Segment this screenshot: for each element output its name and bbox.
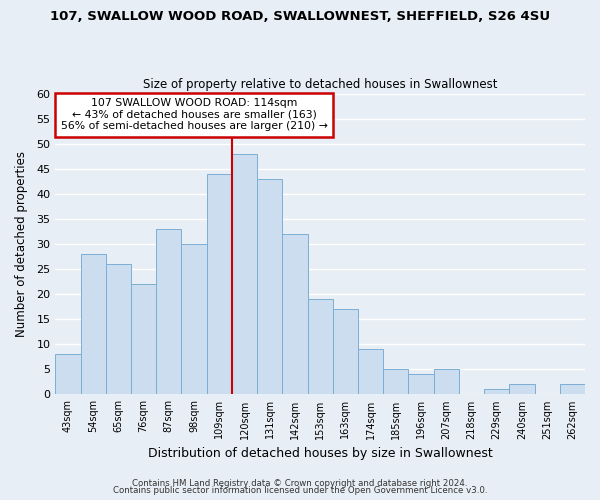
Bar	[206, 174, 232, 394]
Bar	[358, 350, 383, 395]
Text: 107, SWALLOW WOOD ROAD, SWALLOWNEST, SHEFFIELD, S26 4SU: 107, SWALLOW WOOD ROAD, SWALLOWNEST, SHE…	[50, 10, 550, 23]
Bar	[333, 309, 358, 394]
Bar	[509, 384, 535, 394]
Bar	[308, 299, 333, 394]
Bar	[283, 234, 308, 394]
Y-axis label: Number of detached properties: Number of detached properties	[15, 151, 28, 337]
Bar	[257, 179, 283, 394]
Bar	[560, 384, 585, 394]
Bar	[80, 254, 106, 394]
Text: Contains public sector information licensed under the Open Government Licence v3: Contains public sector information licen…	[113, 486, 487, 495]
Bar	[383, 370, 409, 394]
Text: Contains HM Land Registry data © Crown copyright and database right 2024.: Contains HM Land Registry data © Crown c…	[132, 478, 468, 488]
Bar	[131, 284, 156, 395]
Bar	[484, 390, 509, 394]
Bar	[409, 374, 434, 394]
Bar	[232, 154, 257, 394]
X-axis label: Distribution of detached houses by size in Swallownest: Distribution of detached houses by size …	[148, 447, 493, 460]
Bar	[434, 370, 459, 394]
Bar	[106, 264, 131, 394]
Bar	[156, 229, 181, 394]
Title: Size of property relative to detached houses in Swallownest: Size of property relative to detached ho…	[143, 78, 497, 91]
Bar	[55, 354, 80, 395]
Bar	[181, 244, 206, 394]
Text: 107 SWALLOW WOOD ROAD: 114sqm
← 43% of detached houses are smaller (163)
56% of : 107 SWALLOW WOOD ROAD: 114sqm ← 43% of d…	[61, 98, 328, 132]
